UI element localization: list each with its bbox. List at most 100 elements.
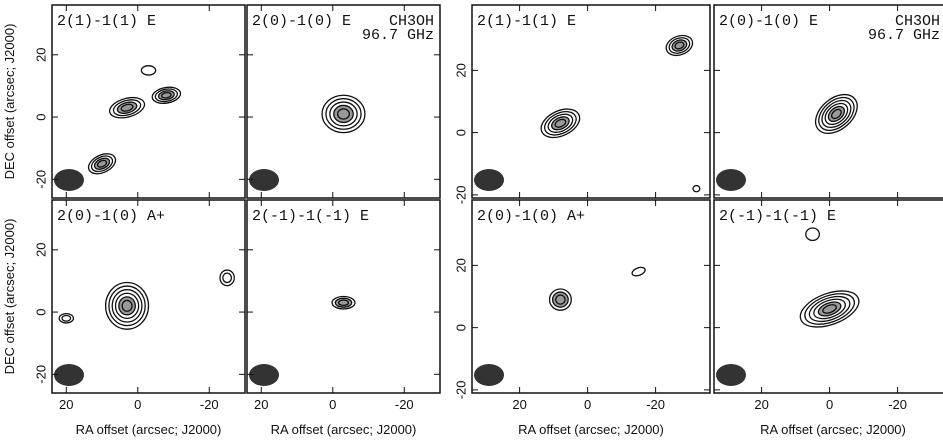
contour <box>674 41 685 50</box>
contour <box>799 290 860 328</box>
x-tick-label: -20 <box>395 397 414 412</box>
panel-label: 2(1)-1(1) E <box>57 13 156 30</box>
panel <box>54 65 182 191</box>
contour <box>87 153 117 175</box>
y-tick-label: -20 <box>33 170 48 189</box>
panel-frame <box>246 4 441 199</box>
panel-frame <box>471 199 711 394</box>
panel-frame <box>51 4 246 199</box>
panel-label: 2(0)-1(0) A+ <box>57 208 165 225</box>
beam <box>249 364 279 386</box>
contour <box>222 272 233 284</box>
contour <box>140 65 157 76</box>
x-tick-label: -20 <box>888 397 907 412</box>
panel <box>249 295 356 386</box>
contour <box>337 299 350 307</box>
y-tick-label: 0 <box>453 129 468 136</box>
y-tick-label: 0 <box>33 113 48 120</box>
contour <box>818 96 855 132</box>
contour <box>96 159 108 168</box>
panel-frame <box>471 4 711 199</box>
contour <box>90 155 114 173</box>
contour <box>668 37 691 54</box>
beam <box>716 364 746 386</box>
x-tick-label: 0 <box>134 397 141 412</box>
contour <box>540 108 581 139</box>
beam <box>54 169 84 191</box>
x-axis-label: RA offset (arcsec; J2000) <box>518 422 664 437</box>
contour <box>120 103 134 112</box>
y-tick-label: -20 <box>453 380 468 399</box>
contour <box>813 298 846 320</box>
x-tick-label: 20 <box>254 397 268 412</box>
panel-frame <box>713 4 943 199</box>
y-tick-label: 20 <box>33 243 48 257</box>
x-tick-label: 20 <box>512 397 526 412</box>
panel-frame <box>713 199 943 394</box>
contour <box>822 304 837 314</box>
beam <box>54 364 84 386</box>
contour <box>321 94 366 134</box>
y-tick-label: 0 <box>453 324 468 331</box>
panel <box>54 269 235 386</box>
x-axis-label: RA offset (arcsec; J2000) <box>760 422 906 437</box>
contour <box>631 266 646 277</box>
panel-label: 2(-1)-1(-1) E <box>252 208 369 225</box>
contour <box>108 96 146 119</box>
contour <box>544 111 577 136</box>
y-tick-label: 20 <box>453 258 468 272</box>
panel-frame <box>51 199 246 394</box>
panel-note: CH3OH <box>389 13 434 30</box>
panel <box>474 34 701 193</box>
contour <box>329 101 358 127</box>
panel-frame <box>246 199 441 394</box>
panel-note: 96.7 GHz <box>362 27 434 44</box>
beam <box>474 169 504 191</box>
contour <box>111 289 143 323</box>
contour <box>808 295 851 323</box>
contour <box>114 292 140 320</box>
contour <box>219 269 235 287</box>
x-tick-label: 0 <box>826 397 833 412</box>
contour <box>325 98 362 130</box>
x-tick-label: 0 <box>584 397 591 412</box>
x-tick-label: -20 <box>646 397 665 412</box>
x-axis-label: RA offset (arcsec; J2000) <box>271 422 417 437</box>
contour <box>58 312 75 324</box>
panel-note: CH3OH <box>895 13 940 30</box>
panel-label: 2(1)-1(1) E <box>477 13 576 30</box>
contour <box>154 88 179 103</box>
panel <box>716 93 858 191</box>
panel-label: 2(0)-1(0) E <box>719 13 818 30</box>
contour <box>337 108 350 120</box>
y-axis-label: DEC offset (arcsec; J2000) <box>2 24 17 180</box>
panel <box>474 266 646 386</box>
panel-label: 2(0)-1(0) A+ <box>477 208 585 225</box>
contour <box>331 295 356 310</box>
panel <box>716 227 860 386</box>
x-tick-label: 20 <box>754 397 768 412</box>
contour <box>151 86 182 104</box>
x-tick-label: -20 <box>200 397 219 412</box>
contour <box>161 91 172 99</box>
contour <box>61 314 72 322</box>
beam <box>716 169 746 191</box>
y-tick-label: 20 <box>453 63 468 77</box>
panel-note: 96.7 GHz <box>868 27 940 44</box>
contour <box>112 99 142 117</box>
y-tick-label: -20 <box>453 185 468 204</box>
contour <box>804 293 855 325</box>
y-tick-label: 20 <box>33 48 48 62</box>
beam <box>474 364 504 386</box>
panel-label: 2(0)-1(0) E <box>252 13 351 30</box>
y-axis-label: DEC offset (arcsec; J2000) <box>2 219 17 375</box>
contour <box>554 118 567 128</box>
beam <box>249 169 279 191</box>
contour <box>547 113 574 133</box>
panel-label: 2(-1)-1(-1) E <box>719 208 836 225</box>
contour <box>555 294 566 305</box>
x-tick-label: 0 <box>329 397 336 412</box>
contour <box>121 299 133 312</box>
